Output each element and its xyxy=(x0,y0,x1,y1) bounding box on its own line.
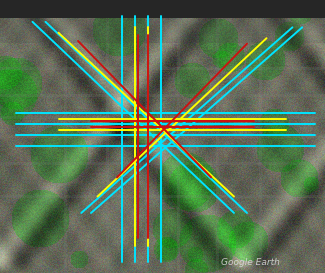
Text: Google Earth: Google Earth xyxy=(221,258,280,267)
